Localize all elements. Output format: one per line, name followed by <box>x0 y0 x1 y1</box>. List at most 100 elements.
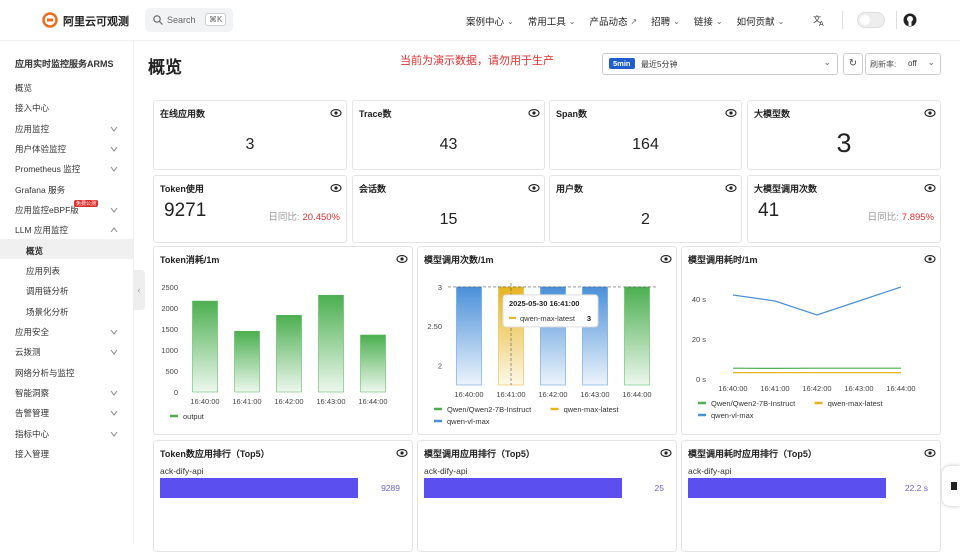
sidebar-item[interactable]: 指标中心 <box>15 428 49 440</box>
view-icon[interactable] <box>725 183 737 193</box>
card-title: 大模型调用次数 <box>754 182 817 195</box>
refresh-rate[interactable]: 刷新率: off ⌄ <box>865 53 941 75</box>
sidebar-item[interactable]: 网络分析与监控 <box>15 367 75 379</box>
eye-pupil <box>334 186 337 189</box>
eye-pupil <box>729 111 732 114</box>
sidebar-title: 应用实时监控服务ARMS <box>15 57 114 70</box>
card-title: Token使用 <box>160 182 204 195</box>
nav-label: 招聘 <box>651 14 670 28</box>
floating-widget[interactable] <box>942 466 960 506</box>
x-tick-label: 16:41:00 <box>760 384 789 393</box>
card-compare: 日同比:7.895% <box>868 209 934 223</box>
card-value: 164 <box>550 136 741 154</box>
external-icon: ↗ <box>630 17 637 26</box>
sidebar-item[interactable]: 应用安全 <box>15 326 49 338</box>
github-icon[interactable] <box>903 13 917 27</box>
sidebar-item[interactable]: Prometheus 监控 <box>15 163 80 175</box>
chevron-down <box>110 349 118 355</box>
theme-toggle[interactable] <box>857 12 885 28</box>
x-tick-label: 16:40:00 <box>454 390 483 399</box>
y-tick-label: 2000 <box>161 304 178 313</box>
value-label: 9289 <box>381 483 400 493</box>
sidebar-subitem[interactable]: 概览 <box>26 245 43 257</box>
shortcut-key: ⌘K <box>205 13 226 26</box>
divider <box>842 11 843 29</box>
nav-item[interactable]: 产品动态↗ <box>589 14 637 28</box>
search-box[interactable]: Search ⌘K <box>145 8 233 32</box>
x-tick-label: 16:41:00 <box>496 390 525 399</box>
chevron-down: ⌄ <box>716 17 723 26</box>
view-icon[interactable] <box>528 108 540 118</box>
y-tick-label: 2 <box>438 361 442 370</box>
sidebar-subitem[interactable]: 场景化分析 <box>26 306 69 318</box>
sidebar-item[interactable]: Grafana 服务 <box>15 184 65 196</box>
y-tick-label: 3 <box>438 283 442 292</box>
time-selector[interactable]: 5min 最近5分钟 ⌄ <box>602 53 838 75</box>
sidebar-item[interactable]: 云拨测 <box>15 346 41 358</box>
chevron <box>111 127 117 131</box>
legend-label: qwen-vl-max <box>447 417 490 426</box>
sidebar-item[interactable]: 接入管理 <box>15 448 49 460</box>
view-icon[interactable] <box>330 108 342 118</box>
nav-item[interactable]: 招聘⌄ <box>651 14 680 28</box>
nav-label: 如何贡献 <box>737 14 775 28</box>
chevron-down <box>110 207 118 213</box>
x-tick-label: 16:41:00 <box>232 397 261 406</box>
sidebar-item[interactable]: 应用监控eBPF版 <box>15 204 79 216</box>
legend-label: qwen-max-latest <box>828 399 884 408</box>
sidebar-item[interactable]: 告警管理 <box>15 407 49 419</box>
x-tick-label: 16:44:00 <box>886 384 915 393</box>
collapse-toggle[interactable]: ‹ <box>133 270 145 310</box>
card-value: 2 <box>550 211 741 229</box>
nav-item[interactable]: 常用工具⌄ <box>528 14 576 28</box>
tooltip-value: 3 <box>587 314 591 323</box>
chevron <box>111 228 117 232</box>
sidebar-subitem[interactable]: 调用链分析 <box>26 285 69 297</box>
sidebar-item[interactable]: 接入中心 <box>15 102 49 114</box>
view-icon[interactable] <box>725 108 737 118</box>
chevron <box>111 350 117 354</box>
x-tick-label: 16:42:00 <box>802 384 831 393</box>
sidebar-item[interactable]: 应用监控 <box>15 123 49 135</box>
view-icon[interactable] <box>330 183 342 193</box>
stat-card: Span数 164 <box>549 100 742 170</box>
chevron <box>111 330 117 334</box>
sidebar-item[interactable]: 用户体验监控 <box>15 143 66 155</box>
eye-pupil <box>532 186 535 189</box>
bar <box>193 301 218 392</box>
bar <box>235 331 260 392</box>
search-icon <box>153 15 163 25</box>
sidebar-subitem[interactable]: 应用列表 <box>26 265 60 277</box>
nav-item[interactable]: 如何贡献⌄ <box>737 14 785 28</box>
card-title: Span数 <box>556 107 587 120</box>
sidebar-item[interactable]: 概览 <box>15 82 32 94</box>
bar <box>424 478 622 498</box>
sidebar-item[interactable]: 智能洞察 <box>15 387 49 399</box>
bar-label: ack-dify-api <box>688 466 732 476</box>
y-tick-label: 0 <box>174 388 178 397</box>
y-tick-label: 20 s <box>692 335 706 344</box>
header: 阿里云可观测 Search ⌘K 案例中心⌄常用工具⌄产品动态↗招聘⌄链接⌄如何… <box>0 0 960 41</box>
view-icon[interactable] <box>528 183 540 193</box>
sidebar-item[interactable]: LLM 应用监控 <box>15 224 68 236</box>
chevron-down <box>110 410 118 416</box>
y-tick-label: 40 s <box>692 295 706 304</box>
nav-item[interactable]: 案例中心⌄ <box>466 14 514 28</box>
nav-item[interactable]: 链接⌄ <box>694 14 723 28</box>
chevron-down <box>110 126 118 132</box>
refresh-button[interactable]: ↻ <box>843 53 863 75</box>
view-icon[interactable] <box>924 108 936 118</box>
card-value: 43 <box>353 136 544 154</box>
svg-text:A: A <box>819 21 824 27</box>
view-icon[interactable] <box>924 183 936 193</box>
language-icon[interactable]: 文A <box>812 13 826 27</box>
